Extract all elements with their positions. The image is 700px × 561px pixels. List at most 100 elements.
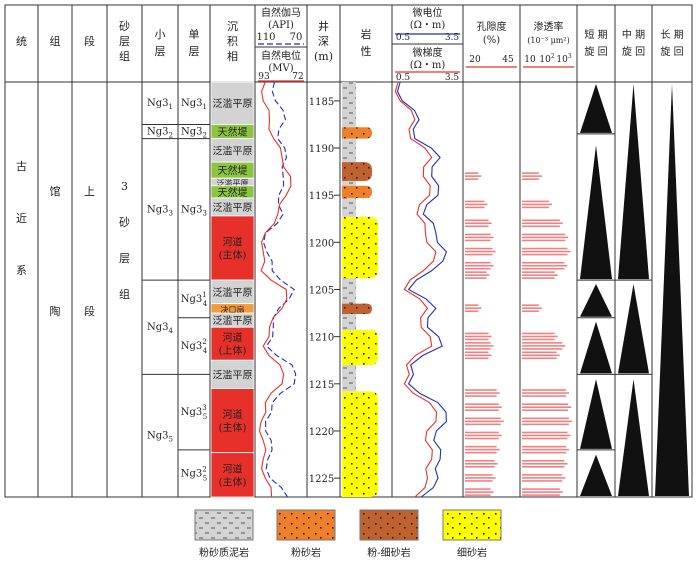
header-depth: 深	[318, 35, 329, 48]
permeability-bar	[522, 403, 569, 405]
facies-block	[210, 388, 255, 454]
permeability-bar	[522, 357, 557, 360]
header-sp-max: 72	[292, 72, 303, 82]
header-depth: 井	[318, 19, 329, 33]
strat-label: 陶	[50, 304, 61, 318]
porosity-bar	[465, 178, 479, 180]
header-micro-potential-title: 微电位	[413, 6, 443, 19]
porosity-bar	[465, 253, 493, 256]
lithology-siltstone	[342, 127, 372, 139]
facies-label: 决口扇	[221, 304, 245, 314]
header-gamma-unit: (API)	[268, 20, 294, 31]
short-cycle-triangle	[580, 321, 612, 374]
header-depth: (m)	[314, 50, 333, 63]
permeability-bar	[522, 445, 567, 448]
permeability-bar	[522, 233, 566, 236]
permeability-bar	[522, 239, 566, 242]
porosity-bar	[465, 357, 489, 360]
permeability-bar	[522, 307, 542, 309]
porosity-bar	[465, 338, 489, 341]
permeability-bar	[522, 274, 558, 276]
mid-cycle-triangle	[618, 379, 649, 496]
strat-label: 组	[119, 287, 130, 301]
short-cycle-triangle	[580, 84, 612, 133]
permeability-bar	[522, 348, 563, 350]
porosity-bar	[465, 277, 487, 279]
strat-label: 上	[84, 185, 95, 198]
short-cycle-triangle	[580, 145, 612, 280]
lithology-mudstone	[342, 138, 356, 163]
permeability-bar	[522, 395, 567, 397]
legend: 粉砂质泥岩 粉砂岩 粉-细砂岩 细砂岩	[194, 509, 502, 559]
porosity-bar	[465, 219, 489, 222]
strat-label: 层	[119, 252, 130, 265]
facies-label: 泛滥平原	[213, 314, 253, 327]
header-section: 段	[84, 34, 95, 48]
mid-cycle-triangle	[618, 283, 649, 374]
permeability-bar	[522, 304, 539, 306]
porosity-bar	[465, 264, 494, 267]
permeability-bar	[522, 310, 539, 312]
permeability-bar	[522, 332, 555, 335]
facies-block	[210, 215, 255, 281]
facies-label: (上体)	[219, 345, 247, 357]
header-micro-gradient-title: 微梯度	[413, 46, 443, 59]
header-sp-min: 93	[258, 72, 270, 82]
legend-swatch-siltstone	[276, 509, 336, 541]
sublayer-label: Ng35	[147, 431, 173, 444]
lithology-mudstone	[342, 82, 356, 128]
porosity-bar	[465, 222, 492, 225]
legend-label-siltstone: 粉砂岩	[291, 546, 321, 559]
porosity-bar	[465, 389, 497, 391]
permeability-bar	[522, 345, 566, 347]
porosity-bar	[465, 175, 482, 177]
permeability-bar	[522, 342, 563, 344]
porosity-bar	[465, 274, 490, 276]
permeability-bar	[522, 250, 571, 253]
mid-cycle-triangle	[618, 84, 649, 280]
long-cycle-triangle	[655, 84, 689, 496]
lithology-mudstone	[342, 364, 356, 392]
lithology-siltstone	[342, 185, 372, 199]
depth-tick-label: 1200	[309, 238, 334, 249]
facies-label: 天然堤	[218, 164, 248, 177]
permeability-bar	[522, 409, 569, 411]
permeability-bar	[522, 417, 569, 420]
header-facies: 相	[227, 50, 238, 63]
header-micro-gradient-min: 0.5	[396, 73, 411, 83]
facies-label: 天然堤	[218, 186, 248, 199]
porosity-bar	[465, 459, 495, 462]
depth-tick-label: 1195	[309, 191, 334, 202]
depth-tick-label: 1190	[309, 144, 334, 155]
header-lithology: 性	[361, 44, 372, 58]
header-lithology: 岩	[361, 27, 372, 41]
permeability-bar	[522, 261, 565, 264]
depth-tick-label: 1205	[309, 286, 334, 297]
permeability-bar	[522, 488, 560, 490]
single-layer-label: Ng32	[181, 127, 207, 140]
facies-label: 泛滥平原	[213, 368, 253, 381]
facies-label: (主体)	[219, 476, 247, 488]
porosity-bar	[465, 451, 497, 454]
facies-label: 泛滥平原	[213, 97, 253, 110]
permeability-bar	[522, 389, 567, 391]
legend-label-finesand: 细砂岩	[457, 546, 487, 559]
porosity-bar	[465, 448, 500, 451]
lithology-mudstone	[342, 314, 356, 331]
porosity-bar	[465, 250, 496, 253]
header-porosity-unit: (%)	[483, 35, 500, 46]
porosity-bar	[465, 392, 500, 394]
single-layer-label: Ng33 5	[181, 404, 207, 421]
short-cycle-triangle	[580, 454, 612, 496]
facies-block	[210, 359, 255, 389]
permeability-bar	[522, 459, 565, 462]
porosity-bar	[465, 239, 491, 242]
porosity-bar	[465, 354, 492, 357]
permeability-bar	[522, 423, 569, 426]
header-sand-group: 层	[119, 35, 130, 48]
strat-label: 近	[16, 212, 27, 225]
strat-label: 砂	[119, 216, 130, 229]
permeability-bar	[522, 222, 563, 225]
porosity-bar	[465, 247, 493, 250]
